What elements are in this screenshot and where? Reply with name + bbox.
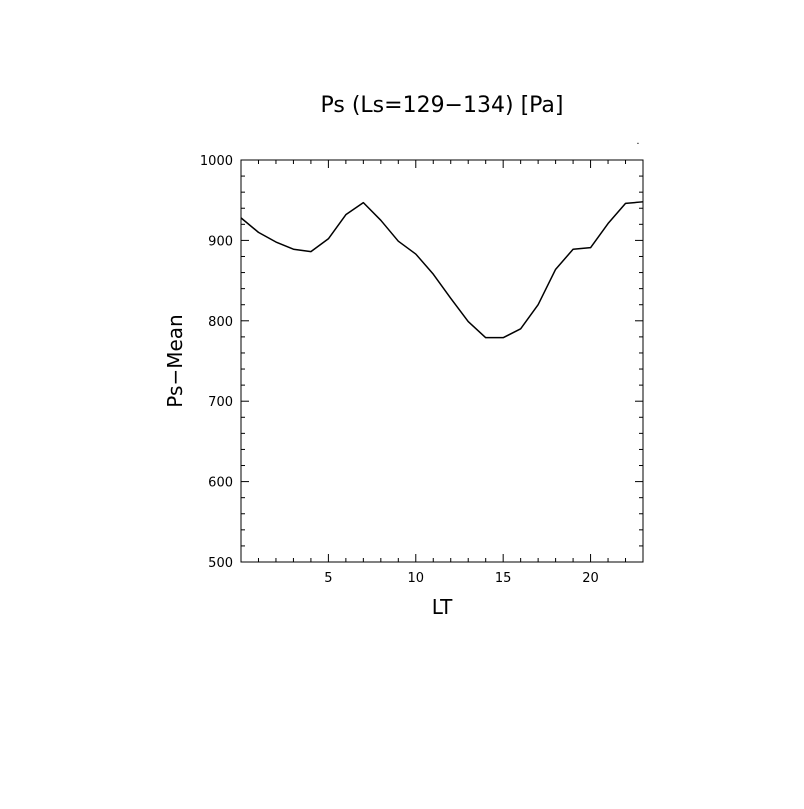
x-axis-label: LT (432, 595, 453, 619)
series-line (241, 202, 643, 338)
x-tick-label: 20 (582, 571, 599, 586)
plot-frame (241, 160, 643, 562)
y-axis-label: Ps−Mean (163, 314, 187, 407)
x-tick-labels: 5 10 15 20 (324, 571, 599, 586)
chart-title: Ps (Ls=129−134) [Pa] (321, 93, 564, 118)
y-tick-label: 800 (208, 315, 233, 330)
series-layer (241, 202, 643, 338)
axis-ticks (241, 160, 643, 562)
y-tick-label: 1000 (200, 154, 233, 169)
x-tick-label: 15 (495, 571, 512, 586)
y-tick-label: 900 (208, 234, 233, 249)
marker-dot: · (636, 139, 639, 150)
y-tick-label: 500 (208, 556, 233, 571)
x-tick-label: 10 (408, 571, 425, 586)
y-tick-labels: 500 600 700 800 900 1000 (200, 154, 233, 571)
x-tick-label: 5 (324, 571, 332, 586)
y-tick-label: 700 (208, 395, 233, 410)
y-tick-label: 600 (208, 476, 233, 491)
